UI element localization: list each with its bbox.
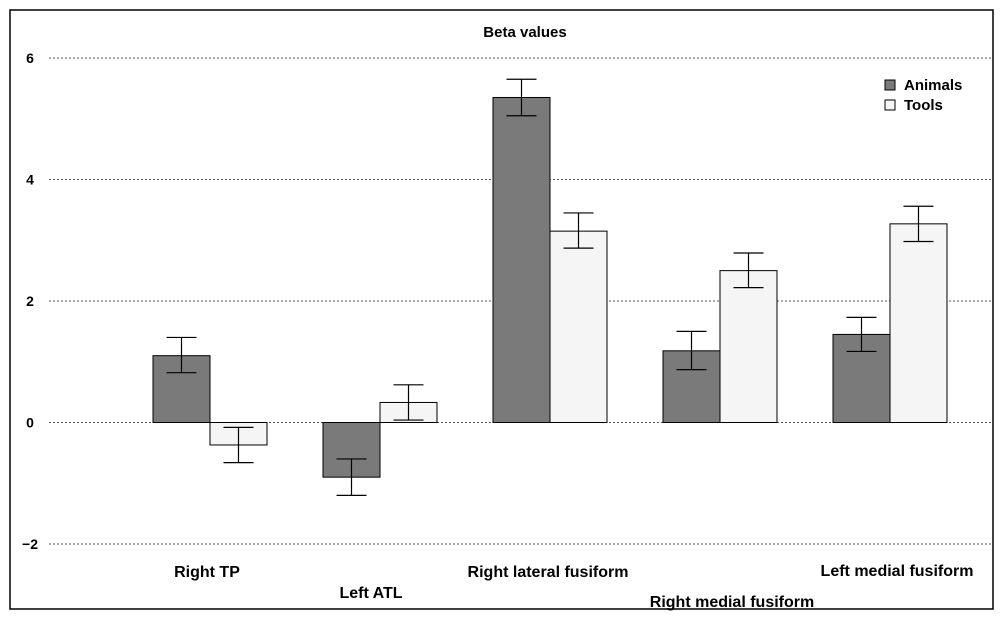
category-label: Left ATL — [339, 585, 402, 602]
y-tick-label: 0 — [26, 415, 34, 431]
bar-animals — [492, 96, 551, 424]
category-label: Right medial fusiform — [650, 594, 814, 611]
category-label: Right lateral fusiform — [468, 564, 629, 581]
error-bar-animals — [506, 78, 537, 117]
y-tick-label: 2 — [26, 293, 34, 309]
error-bar-animals — [676, 330, 707, 371]
error-bar-animals — [846, 316, 877, 353]
legend-label-animals: Animals — [904, 77, 962, 94]
error-bar-tools — [733, 252, 764, 289]
error-bar-tools — [563, 212, 594, 249]
error-bar-tools — [393, 384, 424, 421]
legend-swatch-animals — [884, 79, 896, 91]
error-bar-tools — [903, 205, 934, 243]
y-tick-label: 4 — [26, 172, 34, 188]
legend-swatch-tools — [884, 99, 896, 111]
category-label: Right TP — [174, 564, 240, 581]
chart-title: Beta values — [483, 24, 566, 41]
y-axis-ticks: −2 0 2 4 6 — [22, 50, 38, 552]
category-label: Left medial fusiform — [821, 563, 974, 580]
error-bar-animals — [336, 458, 367, 496]
y-tick-label: 6 — [26, 50, 34, 66]
error-bars — [166, 78, 934, 496]
category-labels: Right TP Left ATL Right lateral fusiform Ri… — [174, 563, 973, 611]
bar-tools — [719, 270, 778, 423]
legend: Animals Tools — [884, 77, 962, 114]
bar-tools — [889, 223, 948, 423]
legend-label-tools: Tools — [904, 97, 943, 114]
y-tick-label: −2 — [22, 536, 38, 552]
bars — [152, 96, 948, 478]
error-bar-animals — [166, 336, 197, 374]
bar-tools — [549, 230, 608, 423]
error-bar-tools — [223, 426, 254, 464]
